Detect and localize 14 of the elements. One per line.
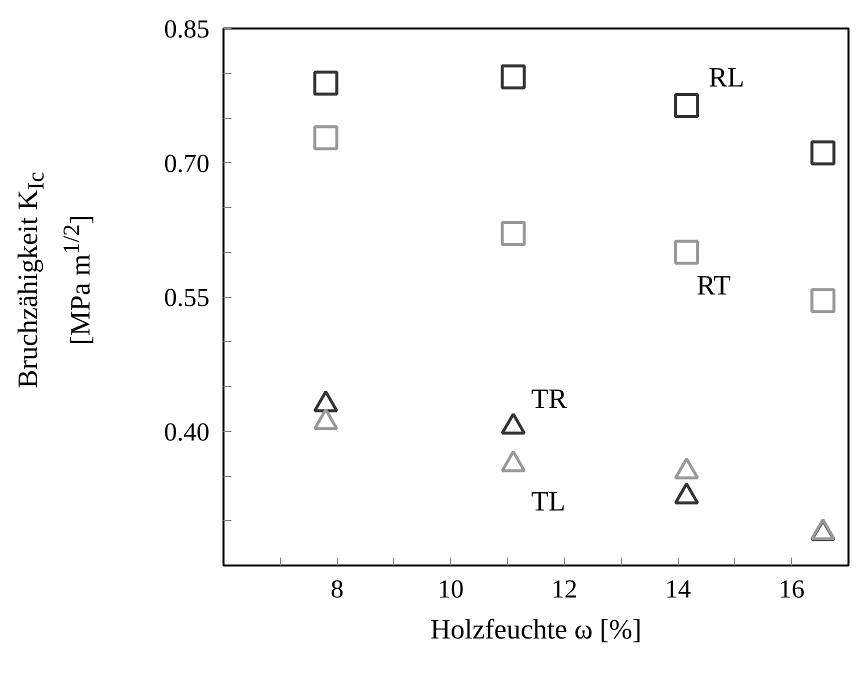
x-axis-title: Holzfeuchte ω [%] <box>430 614 642 646</box>
x-tick-label: 12 <box>551 574 578 604</box>
x-tick-label: 10 <box>438 574 464 604</box>
series-label: RT <box>696 270 731 302</box>
y-tick-label: 0.85 <box>164 14 210 44</box>
y-tick-label: 0.40 <box>164 417 210 446</box>
y-tick-label: 0.70 <box>164 148 210 178</box>
series-label: RL <box>708 62 744 94</box>
series-label: TL <box>531 486 566 518</box>
x-tick-label: 16 <box>778 574 805 604</box>
series-label: TR <box>531 384 568 415</box>
x-tick-label: 14 <box>665 574 692 604</box>
y-tick-label: 0.55 <box>164 283 210 312</box>
x-tick-label: 8 <box>330 574 344 604</box>
